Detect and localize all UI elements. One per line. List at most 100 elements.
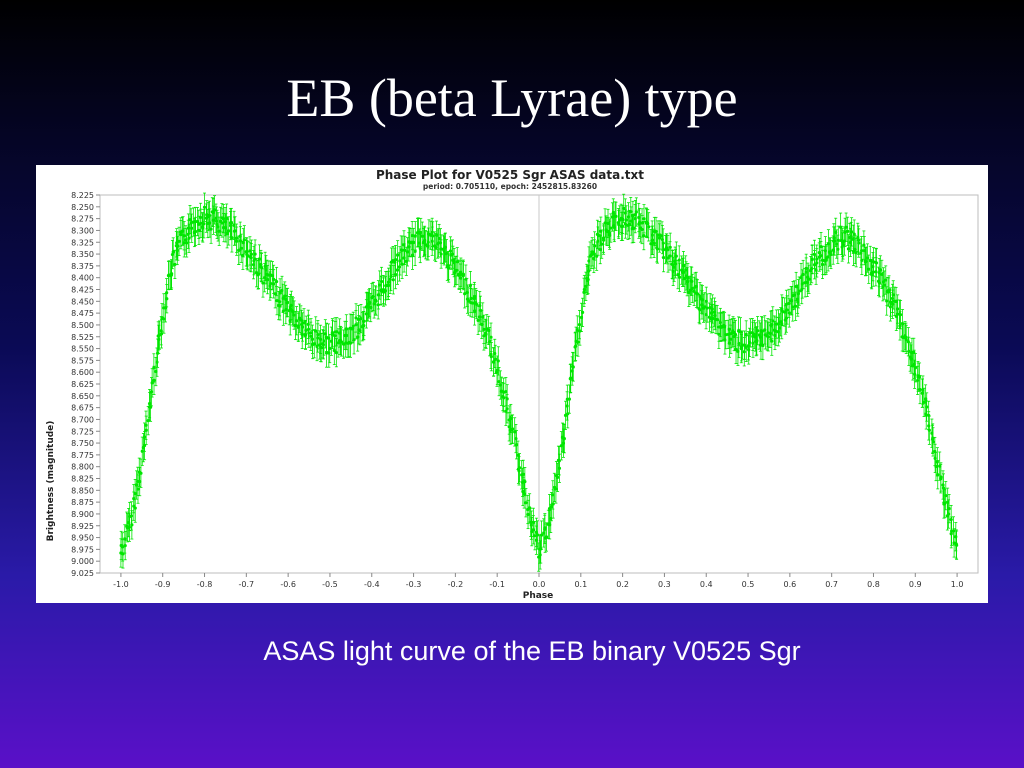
data-point — [896, 307, 900, 311]
data-point — [761, 343, 765, 348]
data-point — [582, 287, 586, 292]
y-tick-label: 8.225 — [71, 191, 94, 200]
data-point — [531, 528, 535, 532]
data-point — [362, 323, 366, 328]
data-point — [690, 286, 694, 291]
data-point — [269, 281, 273, 286]
data-point — [695, 292, 700, 296]
data-point — [549, 516, 553, 521]
y-tick-label: 9.025 — [71, 569, 94, 578]
data-point — [461, 274, 465, 278]
data-point — [920, 391, 924, 395]
data-point — [819, 254, 823, 258]
data-point — [335, 330, 339, 334]
data-point — [465, 290, 469, 295]
data-point — [261, 281, 265, 285]
data-point — [521, 489, 525, 494]
data-point — [312, 342, 316, 346]
data-point — [265, 278, 270, 282]
x-tick-label: 0.9 — [909, 580, 922, 589]
data-point — [794, 304, 798, 308]
data-point — [715, 318, 719, 322]
y-tick-label: 8.400 — [71, 274, 94, 283]
data-point — [129, 514, 134, 518]
data-point — [846, 247, 851, 251]
data-point — [405, 250, 410, 254]
data-point — [891, 293, 895, 297]
data-point — [448, 249, 453, 253]
x-tick-label: -0.4 — [364, 580, 380, 589]
data-point — [275, 299, 279, 303]
data-point — [654, 229, 658, 234]
y-tick-label: 8.850 — [71, 486, 94, 495]
data-point — [359, 316, 363, 321]
data-point — [152, 378, 156, 383]
data-point — [391, 278, 395, 282]
data-point — [225, 232, 229, 236]
data-point — [836, 238, 840, 242]
data-point — [666, 256, 670, 260]
data-point — [949, 517, 953, 522]
data-point — [419, 230, 423, 235]
y-tick-label: 8.575 — [71, 356, 94, 365]
data-point — [186, 226, 191, 230]
data-point — [907, 349, 911, 353]
data-point — [727, 341, 732, 345]
data-point — [489, 335, 493, 339]
data-point — [794, 284, 798, 289]
data-point — [867, 267, 871, 271]
data-point — [511, 427, 515, 431]
data-point — [434, 233, 439, 237]
data-point — [387, 283, 391, 288]
data-point — [874, 270, 878, 274]
data-point — [657, 236, 662, 240]
data-point — [844, 225, 848, 229]
data-point — [607, 231, 612, 235]
data-point — [836, 247, 840, 251]
data-point — [661, 255, 666, 260]
data-point — [829, 252, 833, 257]
data-point — [538, 553, 542, 557]
data-point — [202, 222, 206, 226]
data-point — [810, 257, 814, 261]
data-point — [742, 343, 747, 347]
data-point — [668, 245, 672, 249]
data-point — [580, 310, 585, 315]
data-point — [378, 283, 382, 287]
data-point — [888, 305, 892, 309]
data-point — [934, 464, 938, 469]
data-point — [555, 475, 560, 479]
data-point — [661, 241, 665, 245]
data-point — [420, 234, 424, 238]
data-point — [395, 268, 400, 272]
data-point — [814, 268, 818, 272]
data-point — [249, 252, 254, 256]
data-point — [514, 436, 518, 441]
x-tick-label: 0.7 — [825, 580, 838, 589]
chart-subtitle: period: 0.705110, epoch: 2452815.83260 — [423, 182, 597, 191]
y-tick-label: 8.650 — [71, 392, 94, 401]
y-tick-label: 8.500 — [71, 321, 94, 330]
data-point — [810, 267, 814, 271]
data-point — [600, 242, 604, 246]
data-point — [922, 400, 926, 405]
data-point — [374, 299, 378, 303]
data-point — [185, 241, 189, 245]
y-tick-label: 8.800 — [71, 463, 94, 472]
data-point — [931, 440, 935, 444]
data-point — [412, 240, 416, 245]
data-point — [239, 246, 243, 250]
data-point — [190, 226, 194, 230]
data-point — [197, 228, 201, 232]
data-point — [878, 268, 882, 272]
data-point — [413, 234, 417, 238]
y-tick-label: 8.300 — [71, 226, 94, 235]
data-point — [705, 306, 709, 310]
data-point — [372, 302, 376, 306]
data-point — [233, 229, 237, 233]
data-point — [898, 324, 902, 328]
data-point — [785, 308, 789, 312]
data-point — [647, 225, 651, 229]
data-point — [602, 238, 606, 242]
y-tick-label: 8.450 — [71, 297, 94, 306]
